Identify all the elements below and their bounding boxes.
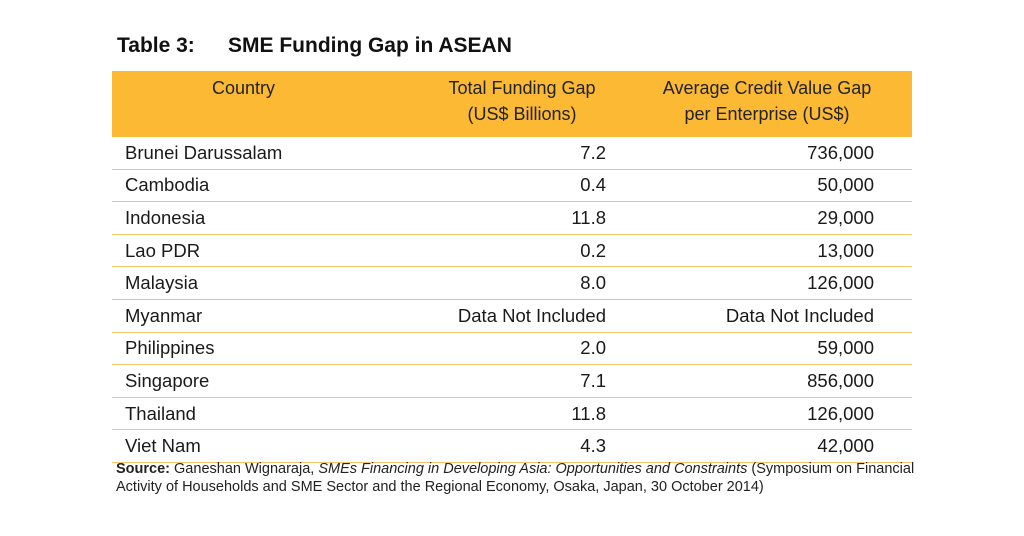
header-row: Country Total Funding Gap (US$ Billions)… [112, 71, 912, 137]
cell-country: Viet Nam [112, 429, 422, 463]
cell-average-credit-gap: 50,000 [622, 169, 912, 203]
source-details: (Symposium on Financial Activity of Hous… [116, 461, 915, 495]
header-average-credit-gap: Average Credit Value Gap per Enterprise … [622, 71, 912, 137]
header-country: Country [112, 71, 422, 137]
cell-average-credit-gap: Data Not Included [622, 299, 912, 333]
cell-total-funding-gap: 7.1 [422, 364, 622, 398]
source-citation: Source: Ganeshan Wignaraja, SMEs Financi… [116, 460, 916, 496]
cell-average-credit-gap: 29,000 [622, 201, 912, 235]
cell-country: Lao PDR [112, 234, 422, 268]
cell-total-funding-gap: 11.8 [422, 201, 622, 235]
cell-country: Thailand [112, 397, 422, 431]
cell-country: Philippines [112, 332, 422, 366]
header-country-text: Country [212, 78, 276, 98]
cell-total-funding-gap: 7.2 [422, 137, 622, 170]
cell-average-credit-gap: 736,000 [622, 137, 912, 170]
cell-total-funding-gap: 8.0 [422, 266, 622, 300]
cell-average-credit-gap: 126,000 [622, 266, 912, 300]
source-label: Source: [116, 461, 170, 477]
table-row: Thailand 11.8 126,000 [112, 397, 912, 431]
cell-total-funding-gap: 0.4 [422, 169, 622, 203]
cell-average-credit-gap: 13,000 [622, 234, 912, 268]
source-work-title: SMEs Financing in Developing Asia: Oppor… [318, 461, 748, 477]
cell-country: Brunei Darussalam [112, 137, 422, 170]
table-header: Country Total Funding Gap (US$ Billions)… [112, 71, 912, 137]
table-row: Cambodia 0.4 50,000 [112, 169, 912, 203]
table-row: Myanmar Data Not Included Data Not Inclu… [112, 299, 912, 333]
cell-total-funding-gap: Data Not Included [422, 299, 622, 333]
funding-gap-table: Country Total Funding Gap (US$ Billions)… [112, 71, 912, 463]
cell-total-funding-gap: 0.2 [422, 234, 622, 268]
header-credit-line1: Average Credit Value Gap [662, 78, 872, 98]
cell-average-credit-gap: 126,000 [622, 397, 912, 431]
header-credit-line2: per Enterprise (US$) [684, 104, 850, 124]
cell-country: Singapore [112, 364, 422, 398]
cell-country: Cambodia [112, 169, 422, 203]
cell-country: Myanmar [112, 299, 422, 333]
header-total-funding-gap: Total Funding Gap (US$ Billions) [422, 71, 622, 137]
cell-country: Malaysia [112, 266, 422, 300]
table-row: Brunei Darussalam 7.2 736,000 [112, 137, 912, 170]
table-number-label: Table 3: [117, 34, 195, 57]
table-title: Table 3: SME Funding Gap in ASEAN [117, 34, 512, 58]
table-row: Lao PDR 0.2 13,000 [112, 234, 912, 268]
cell-country: Indonesia [112, 201, 422, 235]
cell-average-credit-gap: 42,000 [622, 429, 912, 463]
table-body: Brunei Darussalam 7.2 736,000 Cambodia 0… [112, 137, 912, 463]
header-gap-line1: Total Funding Gap [448, 78, 596, 98]
table-row: Singapore 7.1 856,000 [112, 364, 912, 398]
header-gap-line2: (US$ Billions) [467, 104, 577, 124]
cell-average-credit-gap: 856,000 [622, 364, 912, 398]
table-row: Viet Nam 4.3 42,000 [112, 429, 912, 463]
cell-total-funding-gap: 11.8 [422, 397, 622, 431]
cell-total-funding-gap: 4.3 [422, 429, 622, 463]
table-row: Indonesia 11.8 29,000 [112, 201, 912, 235]
cell-average-credit-gap: 59,000 [622, 332, 912, 366]
table-title-text: SME Funding Gap in ASEAN [228, 34, 512, 57]
table-row: Malaysia 8.0 126,000 [112, 266, 912, 300]
cell-total-funding-gap: 2.0 [422, 332, 622, 366]
funding-gap-table-container: Country Total Funding Gap (US$ Billions)… [112, 71, 912, 463]
table-row: Philippines 2.0 59,000 [112, 332, 912, 366]
source-author: Ganeshan Wignaraja, [174, 461, 315, 477]
